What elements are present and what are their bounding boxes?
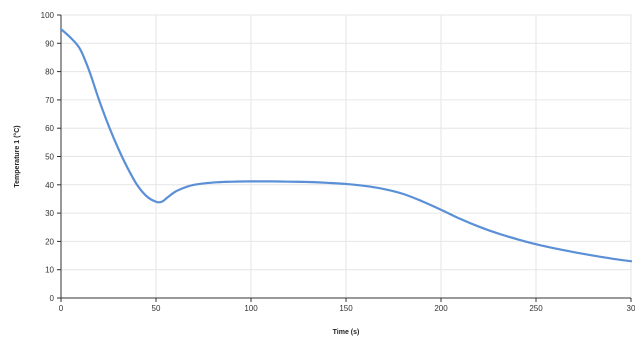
axis-layer xyxy=(57,14,632,302)
y-tick-label: 90 xyxy=(45,39,54,48)
x-tick-label: 250 xyxy=(529,304,543,313)
y-tick-label: 70 xyxy=(45,96,54,105)
y-tick-label: 80 xyxy=(45,68,54,77)
y-tick-label: 10 xyxy=(45,266,54,275)
series-layer xyxy=(59,28,633,263)
x-tick-label: 100 xyxy=(244,304,258,313)
series-line xyxy=(59,28,633,263)
y-tick-label: 50 xyxy=(45,153,54,162)
x-tick-label: 30 xyxy=(627,304,635,313)
grid-layer xyxy=(60,14,632,299)
y-tick-label: 60 xyxy=(45,124,54,133)
x-tick-label: 150 xyxy=(339,304,353,313)
y-tick-label: 40 xyxy=(45,181,54,190)
x-axis-title: Time (s) xyxy=(333,329,360,336)
x-tick-label: 0 xyxy=(59,304,64,313)
x-tick-label: 50 xyxy=(152,304,161,313)
y-tick-label: 0 xyxy=(50,294,55,303)
y-tick-label: 100 xyxy=(41,11,55,20)
y-tick-label: 30 xyxy=(45,209,54,218)
y-axis-title: Temperature 1 (°C) xyxy=(13,125,21,187)
y-tick-label: 20 xyxy=(45,237,54,246)
x-tick-label: 200 xyxy=(434,304,448,313)
